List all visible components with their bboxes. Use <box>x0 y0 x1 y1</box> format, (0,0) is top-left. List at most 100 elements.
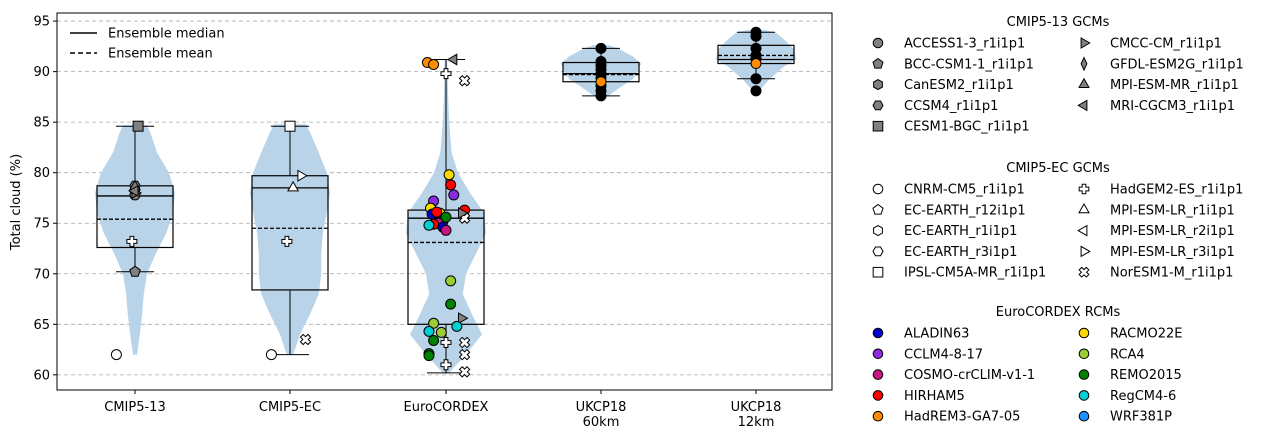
legend-label: RCA4 <box>1110 347 1145 362</box>
legend-label: EC-EARTH_r12i1p1 <box>904 203 1026 218</box>
marker-shape <box>458 336 471 349</box>
legend-label: CCLM4-8-17 <box>904 347 983 362</box>
data-point <box>423 325 435 337</box>
x-axis: CMIP5-13 CMIP5-EC EuroCORDEX UKCP1860kmUKCP… <box>104 390 781 430</box>
data-points <box>110 26 762 378</box>
legend-marker <box>1078 348 1090 360</box>
inline-legend: Ensemble median Ensemble mean <box>70 27 225 62</box>
inline-legend-label: Ensemble mean <box>108 47 213 62</box>
marker-shape <box>299 333 312 346</box>
y-tick-label: 70 <box>33 267 50 282</box>
legend-label: HIRHAM5 <box>904 389 965 404</box>
legend-marker <box>872 57 884 69</box>
legend-label: EC-EARTH_r3i1p1 <box>904 245 1017 260</box>
legend-marker <box>872 37 884 49</box>
x-tick-label: 12km <box>738 415 775 430</box>
marker-shape <box>458 74 471 87</box>
data-point <box>431 206 443 218</box>
data-point <box>110 349 122 361</box>
legend-marker <box>873 79 883 91</box>
data-point <box>445 275 457 287</box>
legend-marker <box>873 225 883 237</box>
legend-marker <box>1078 77 1090 88</box>
data-point <box>443 169 455 181</box>
legend-marker <box>1078 369 1090 380</box>
data-point <box>451 320 463 332</box>
legend-label: ALADIN63 <box>904 327 969 342</box>
legend-marker <box>872 100 884 111</box>
legend-label: COSMO-crCLIM-v1-1 <box>904 368 1035 383</box>
x-tick-label: UKCP18 <box>731 400 782 415</box>
legend-label: CMCC-CM_r1i1p1 <box>1110 37 1222 52</box>
y-tick-label: 75 <box>33 217 50 232</box>
data-point <box>458 336 471 349</box>
legend-marker <box>872 183 884 195</box>
legend-marker <box>872 390 884 401</box>
legend-label: MPI-ESM-LR_r2i1p1 <box>1110 224 1235 239</box>
legend-label: RACMO22E <box>1110 327 1182 342</box>
legend-marker <box>872 246 884 257</box>
legend-label: CESM1-BGC_r1i1p1 <box>904 120 1030 135</box>
legend-label: NorESM1-M_r1i1p1 <box>1110 266 1233 281</box>
plot-frame <box>56 12 833 391</box>
legend-label: GFDL-ESM2G_r1i1p1 <box>1110 57 1244 72</box>
data-point <box>440 336 452 348</box>
legend-label: CCSM4_r1i1p1 <box>904 99 998 114</box>
data-point <box>129 265 141 277</box>
x-tick-label: EuroCORDEX <box>404 400 489 415</box>
legend-label: MPI-ESM-LR_r1i1p1 <box>1110 203 1235 218</box>
y-tick-label: 85 <box>33 116 50 131</box>
data-point <box>446 53 458 66</box>
data-point <box>440 68 452 80</box>
y-tick-label: 80 <box>33 166 50 181</box>
marker-shape <box>458 366 471 378</box>
y-tick-label: 95 <box>33 15 50 30</box>
data-point <box>126 235 138 247</box>
data-point <box>435 326 447 338</box>
data-point <box>750 85 762 97</box>
data-point <box>458 366 471 378</box>
legend-marker <box>1077 224 1088 237</box>
data-point <box>458 348 471 361</box>
legend-label: HadGEM2-ES_r1i1p1 <box>1110 183 1243 198</box>
data-point <box>428 334 440 346</box>
data-point <box>458 74 471 87</box>
legend-group-title: CMIP5-13 GCMs <box>1007 15 1110 30</box>
legend-marker <box>1077 99 1088 112</box>
data-point <box>448 189 460 201</box>
y-axis: 60 65 70 75 80 85 90 95 <box>33 15 57 383</box>
data-point <box>423 219 435 231</box>
legend-label: MPI-ESM-LR_r3i1p1 <box>1110 245 1235 260</box>
x-tick-label: UKCP18 <box>576 400 627 415</box>
legend-label: HadREM3-GA7-05 <box>904 410 1020 425</box>
legend-marker <box>872 327 884 339</box>
data-point <box>750 30 762 42</box>
data-point <box>750 73 762 85</box>
box <box>251 175 329 291</box>
y-axis-label: Total cloud (%) <box>9 154 24 251</box>
legend-marker <box>1080 245 1091 258</box>
data-point <box>132 120 144 132</box>
legend-marker <box>872 203 884 215</box>
y-tick-label: 65 <box>33 318 50 333</box>
data-point <box>297 169 308 182</box>
data-point <box>284 120 296 132</box>
legend-marker <box>872 266 884 278</box>
legend: CMIP5-13 GCMs ACCESS1-3_r1i1p1 CMCC-CM_r1i… <box>872 15 1244 425</box>
x-tick-label: CMIP5-13 <box>104 400 165 415</box>
legend-label: EC-EARTH_r1i1p1 <box>904 224 1017 239</box>
legend-marker <box>1078 183 1090 195</box>
legend-label: IPSL-CM5A-MR_r1i1p1 <box>904 266 1046 281</box>
y-tick-label: 60 <box>33 368 50 383</box>
data-point <box>595 42 607 54</box>
data-point <box>440 211 452 223</box>
inline-legend-label: Ensemble median <box>108 27 225 42</box>
x-tick-label: CMIP5-EC <box>259 400 321 415</box>
data-point <box>128 184 139 197</box>
data-point <box>287 180 300 192</box>
legend-label: MPI-ESM-MR_r1i1p1 <box>1110 78 1239 93</box>
legend-label: WRF381P <box>1110 410 1172 425</box>
data-point <box>423 350 435 362</box>
data-point <box>445 179 457 191</box>
legend-marker <box>872 410 884 422</box>
